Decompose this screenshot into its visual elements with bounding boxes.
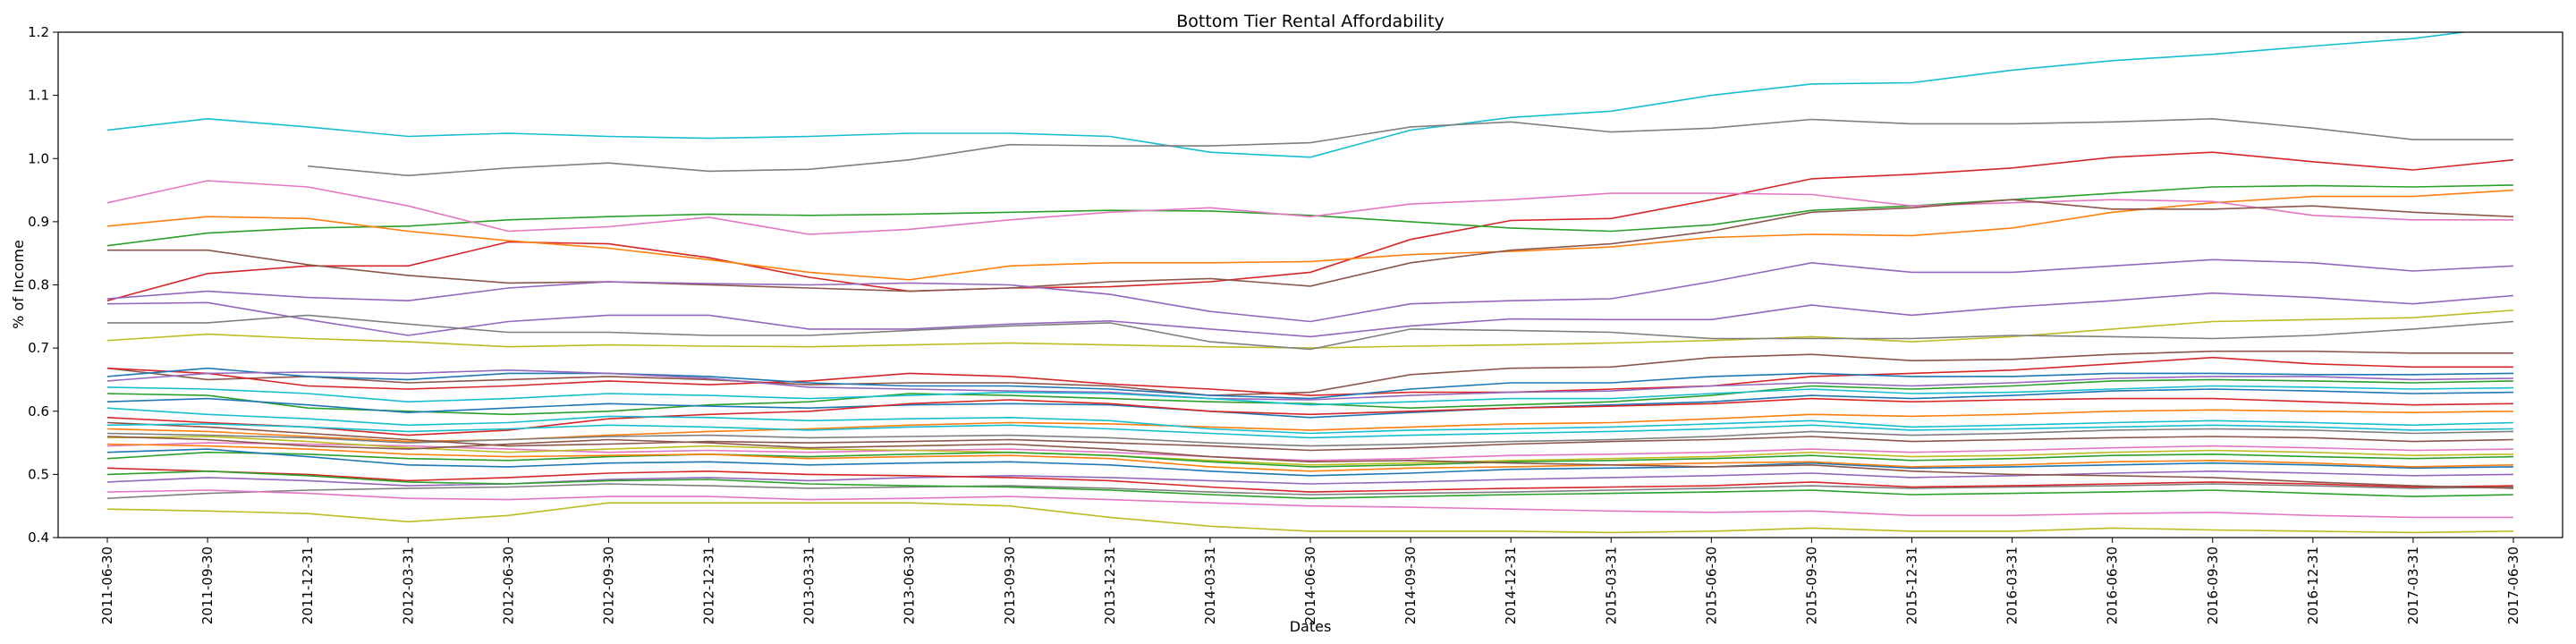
series-layer [106,32,2514,534]
series-line-9 [106,292,2514,338]
series-line-23 [106,421,2514,452]
series-line-33 [106,489,2513,519]
x-tick-label: 2014-09-30 [1402,547,1419,624]
x-tick-label: 2014-12-31 [1503,547,1519,624]
x-tick-label: 2017-03-31 [2405,547,2421,624]
series-line-27 [106,448,2514,477]
x-axis-label: Dates [1290,618,1332,635]
y-tick-label: 0.4 [28,530,49,546]
series-line-16 [106,378,2514,416]
x-tick-label: 2015-12-31 [1904,547,1920,624]
x-tick-label: 2015-06-30 [1703,547,1719,624]
series-line-1 [106,32,2470,158]
series-line-31 [106,467,2514,493]
series-line-8 [106,258,2514,323]
series-line-26 [106,451,2514,468]
x-tick-label: 2012-09-30 [600,547,616,624]
series-line-11 [107,314,2514,351]
series-line-15 [106,369,2514,401]
series-line-13 [106,356,2513,396]
series-line-14 [106,367,2514,400]
y-tick-label: 1.0 [28,150,49,166]
x-tick-label: 2011-06-30 [99,547,115,624]
x-tick-label: 2011-09-30 [199,547,216,624]
x-tick-label: 2011-12-31 [300,547,316,624]
x-tick-label: 2016-09-30 [2205,547,2221,624]
series-line-32 [106,470,2514,500]
x-tick-label: 2017-06-30 [2505,547,2521,624]
x-tick-label: 2014-03-31 [1202,547,1218,624]
y-axis-label: % of Income [10,240,27,329]
y-axis: 0.4 0.5 0.6 0.7 0.8 0.9 1.0 1.1 1.2 [28,24,58,546]
series-line-17 [106,385,2514,406]
series-line-25 [106,436,2514,466]
series-line-30 [106,483,2514,499]
y-tick-label: 1.2 [28,24,49,40]
x-tick-label: 2013-09-30 [1002,547,1018,624]
series-line-34 [106,502,2514,534]
series-line-12 [106,350,2513,396]
series-line-3 [106,151,2514,301]
series-line-36 [106,423,2514,439]
series-line-2 [308,117,2513,177]
series-line-35 [106,436,2514,489]
x-tick-label: 2015-03-31 [1603,547,1619,624]
x-tick-label: 2015-09-30 [1803,547,1819,624]
series-line-28 [106,443,2514,472]
series-line-22 [106,428,2514,447]
x-tick-label: 2012-03-31 [400,547,416,624]
series-line-24 [106,442,2514,462]
y-tick-label: 0.7 [28,340,49,356]
x-tick-label: 2013-03-31 [801,547,818,624]
series-line-19 [106,397,2514,436]
y-tick-label: 0.6 [28,403,49,419]
series-line-5 [106,189,2514,281]
series-line-7 [107,199,2514,292]
series-line-4 [106,184,2514,247]
x-tick-label: 2014-06-30 [1302,547,1318,624]
chart-title: Bottom Tier Rental Affordability [1176,12,1445,31]
x-tick-label: 2016-06-30 [2105,547,2121,624]
x-tick-label: 2013-06-30 [902,547,918,624]
series-line-21 [106,407,2514,435]
y-tick-label: 0.5 [28,466,49,482]
series-line-6 [106,180,2513,235]
y-tick-label: 0.8 [28,277,49,293]
x-tick-label: 2012-06-30 [500,547,516,624]
x-tick-label: 2016-12-31 [2305,547,2321,624]
series-line-18 [106,388,2514,419]
y-tick-label: 1.1 [28,88,49,104]
series-line-10 [106,309,2514,349]
x-tick-label: 2016-03-31 [2004,547,2021,624]
x-tick-label: 2013-12-31 [1102,547,1118,624]
x-axis: 2011-06-30 2011-09-30 2011-12-31 2012-03-31… [99,538,2521,624]
x-tick-label: 2012-12-31 [701,547,717,624]
y-tick-label: 0.9 [28,214,49,230]
